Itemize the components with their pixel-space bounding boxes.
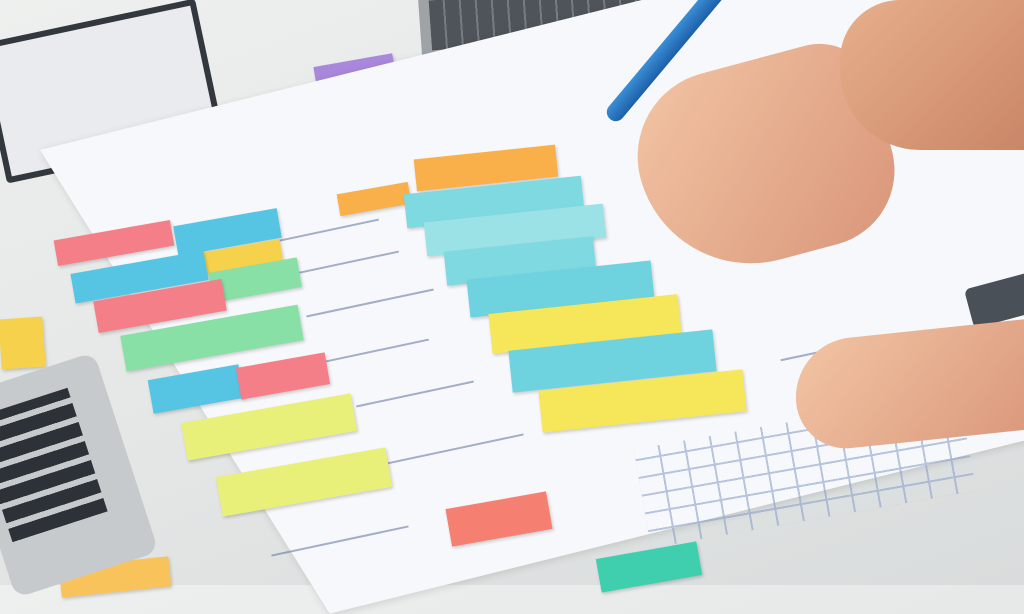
forearm [840, 0, 1024, 150]
sticky-note [0, 316, 46, 370]
